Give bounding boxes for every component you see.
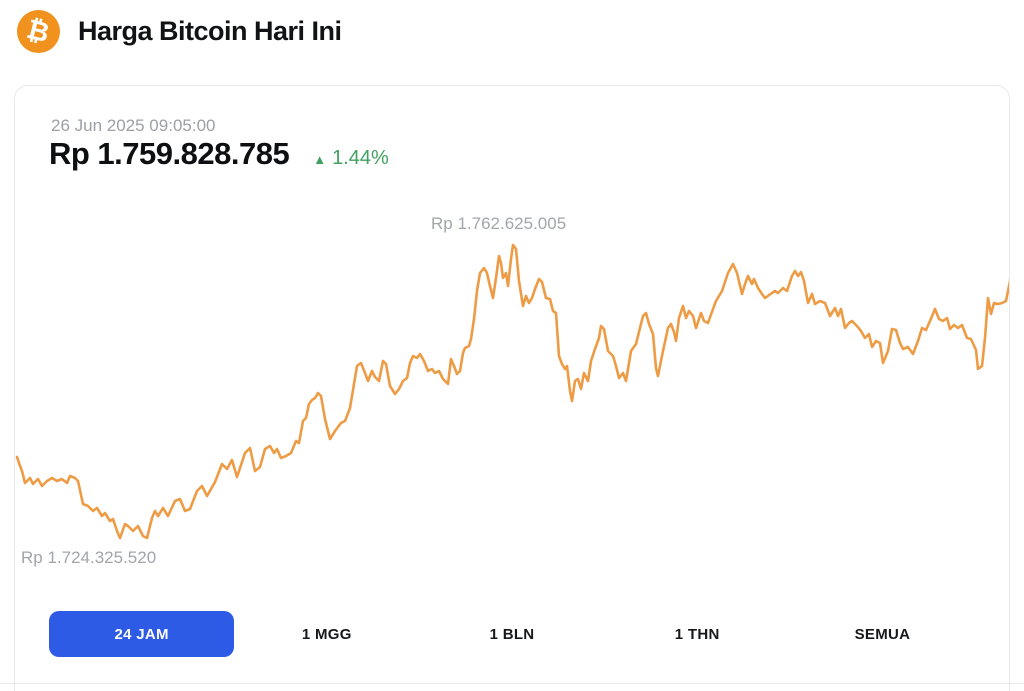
chart-min-label: Rp 1.724.325.520 — [21, 548, 157, 567]
price-row: Rp 1.759.828.785 ▲ 1.44% — [49, 136, 389, 172]
range-button-semua[interactable]: SEMUA — [790, 611, 975, 657]
range-button-1thn[interactable]: 1 THN — [605, 611, 790, 657]
section-divider — [0, 683, 1024, 684]
range-button-1mgg[interactable]: 1 MGG — [234, 611, 419, 657]
price-timestamp: 26 Jun 2025 09:05:00 — [51, 116, 216, 135]
price-line-chart[interactable] — [14, 85, 1010, 691]
time-range-selector: 24 JAM 1 MGG 1 BLN 1 THN SEMUA — [49, 611, 975, 657]
price-chart-card: 26 Jun 2025 09:05:00 Rp 1.759.828.785 ▲ … — [14, 85, 1010, 691]
page-title: Harga Bitcoin Hari Ini — [78, 16, 342, 46]
arrow-up-icon: ▲ — [313, 152, 327, 167]
price-line-path — [15, 243, 1009, 540]
range-button-24jam[interactable]: 24 JAM — [49, 611, 235, 657]
page-header: ₿ Harga Bitcoin Hari Ini — [17, 10, 342, 53]
price-change-badge: ▲ 1.44% — [313, 147, 389, 170]
chart-max-label: Rp 1.762.625.005 — [431, 214, 567, 233]
bitcoin-icon: ₿ — [24, 13, 53, 49]
bitcoin-logo: ₿ — [17, 10, 60, 53]
range-button-1bln[interactable]: 1 BLN — [419, 611, 604, 657]
current-price: Rp 1.759.828.785 — [49, 136, 290, 171]
price-change-value: 1.44% — [332, 147, 389, 169]
